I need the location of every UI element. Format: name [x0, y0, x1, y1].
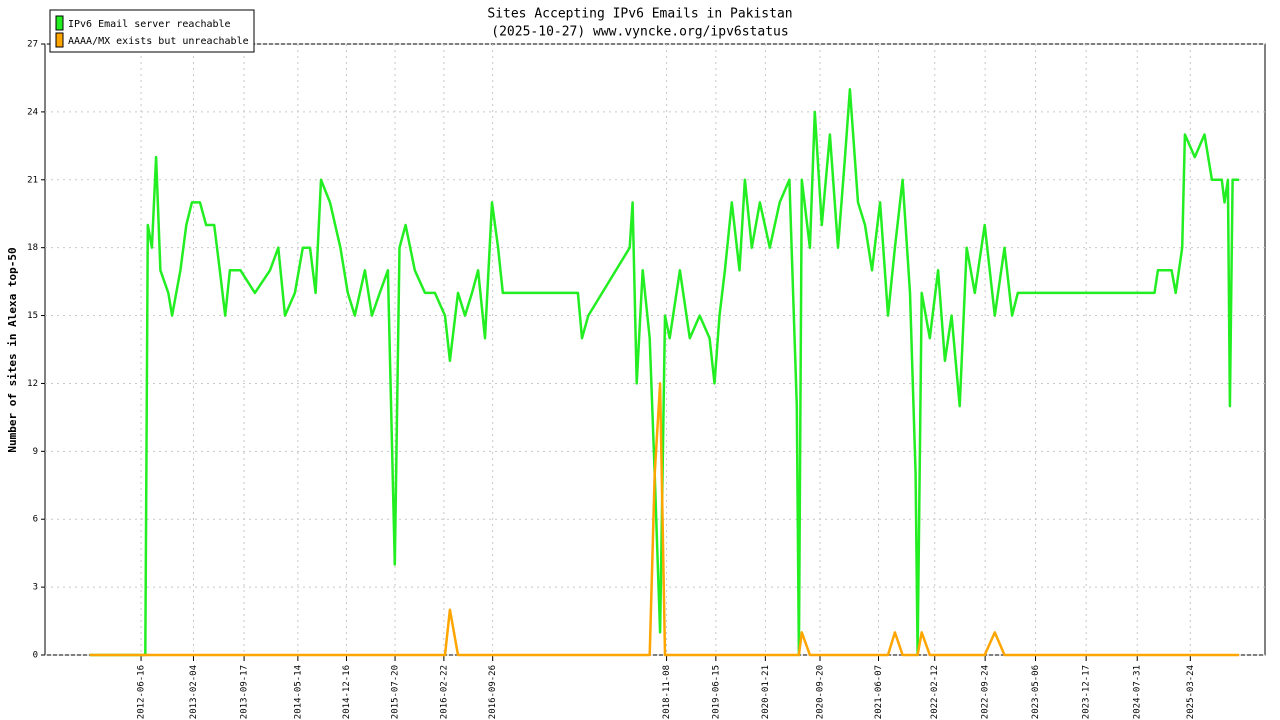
x-tick-label: 2023-12-17 — [1082, 665, 1092, 719]
x-tick-label: 2012-06-16 — [137, 665, 147, 719]
plot-frame — [44, 43, 1266, 656]
x-tick-label: 2014-05-14 — [293, 665, 303, 719]
x-tick-label: 2018-11-08 — [662, 665, 672, 719]
y-tick-label: 24 — [27, 107, 38, 117]
x-tick-label: 2020-01-21 — [761, 665, 771, 719]
y-tick-label: 3 — [33, 583, 38, 593]
x-tick-label: 2015-07-20 — [391, 665, 401, 719]
x-tick-label: 2013-02-04 — [189, 665, 199, 719]
y-axis-label: Number of sites in Alexa top-50 — [6, 247, 19, 452]
x-tick-label: 2021-06-07 — [874, 665, 884, 719]
y-tick-label: 9 — [33, 447, 38, 457]
legend-box — [49, 9, 255, 53]
legend-swatch — [55, 32, 64, 48]
legend-swatch — [55, 15, 64, 31]
y-tick-label: 6 — [33, 515, 38, 525]
y-tick-label: 21 — [27, 175, 38, 185]
x-tick-label: 2020-09-20 — [816, 665, 826, 719]
x-tick-label: 2016-02-22 — [439, 665, 449, 719]
chart-subtitle: (2025-10-27) www.vyncke.org/ipv6status — [491, 25, 788, 40]
x-tick-label: 2022-02-12 — [930, 665, 940, 719]
y-tick-label: 18 — [27, 243, 38, 253]
legend-label: AAAA/MX exists but unreachable — [68, 36, 249, 47]
y-tick-label: 27 — [27, 40, 38, 50]
x-tick-label: 2025-03-24 — [1186, 665, 1196, 719]
x-tick-label: 2024-07-31 — [1133, 665, 1143, 719]
x-tick-label: 2014-12-16 — [342, 665, 352, 719]
series-line — [89, 88, 1240, 657]
series-line — [89, 382, 1240, 657]
x-tick-label: 2019-06-15 — [711, 665, 721, 719]
y-tick-label: 0 — [33, 651, 38, 661]
x-tick-label: 2023-05-06 — [1031, 665, 1041, 719]
x-tick-label: 2016-09-26 — [488, 665, 498, 719]
x-tick-label: 2022-09-24 — [981, 665, 991, 719]
chart-title: Sites Accepting IPv6 Emails in Pakistan — [487, 7, 792, 22]
legend-label: IPv6 Email server reachable — [68, 19, 231, 30]
x-tick-label: 2013-09-17 — [240, 665, 250, 719]
y-tick-label: 12 — [27, 379, 38, 389]
y-tick-label: 15 — [27, 311, 38, 321]
